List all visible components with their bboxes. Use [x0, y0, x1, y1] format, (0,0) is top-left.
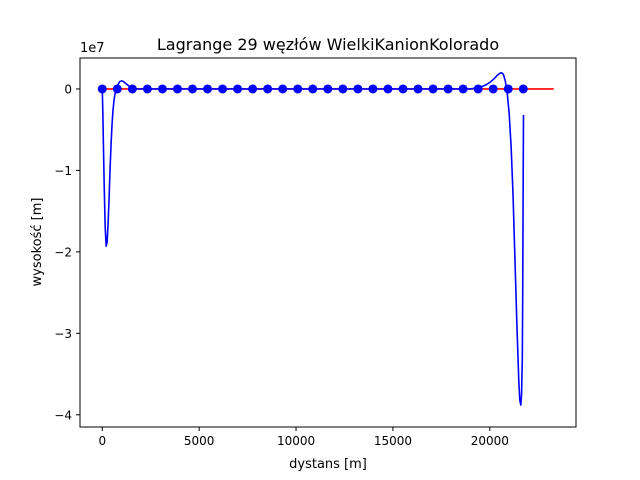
node-point [383, 84, 393, 94]
node-point [353, 84, 363, 94]
node-point [248, 84, 258, 94]
y-tick-label: −1 [54, 164, 72, 178]
y-tick-label: −2 [54, 245, 72, 259]
node-point [293, 84, 303, 94]
y-tick-label: −3 [54, 327, 72, 341]
x-axis-label: dystans [m] [289, 457, 367, 472]
node-point [97, 84, 107, 94]
node-point [172, 84, 182, 94]
x-tick-label: 5000 [184, 434, 215, 448]
axes-frame [79, 57, 577, 428]
node-point [263, 84, 273, 94]
node-point [458, 84, 468, 94]
y-axis-label: wysokość [m] [30, 198, 45, 287]
node-point [112, 84, 122, 94]
node-point [488, 84, 498, 94]
node-point [278, 84, 288, 94]
node-point [413, 84, 423, 94]
x-tick-label: 20000 [471, 434, 509, 448]
plot-area [97, 71, 554, 406]
chart-title: Lagrange 29 węzłów WielkiKanionKolorado [157, 35, 499, 54]
node-point [142, 84, 152, 94]
node-point [233, 84, 243, 94]
axis-ticks: 0 5000 10000 15000 20000 0 −1 −2 −3 −4 [54, 82, 509, 448]
node-point [157, 84, 167, 94]
y-axis-multiplier: 1e7 [80, 41, 105, 56]
y-tick-label: −4 [54, 408, 72, 422]
node-point [443, 84, 453, 94]
x-tick-label: 0 [98, 434, 106, 448]
node-point [218, 84, 228, 94]
x-tick-label: 15000 [374, 434, 412, 448]
node-point [428, 84, 438, 94]
node-point [323, 84, 333, 94]
series-group [97, 71, 554, 406]
node-point [518, 84, 528, 94]
node-point [398, 84, 408, 94]
node-point [338, 84, 348, 94]
node-point [203, 84, 213, 94]
node-point [368, 84, 378, 94]
node-point [503, 84, 513, 94]
node-point [308, 84, 318, 94]
node-point [187, 84, 197, 94]
x-tick-label: 10000 [277, 434, 315, 448]
node-point [127, 84, 137, 94]
y-tick-label: 0 [64, 82, 72, 96]
node-point [473, 84, 483, 94]
